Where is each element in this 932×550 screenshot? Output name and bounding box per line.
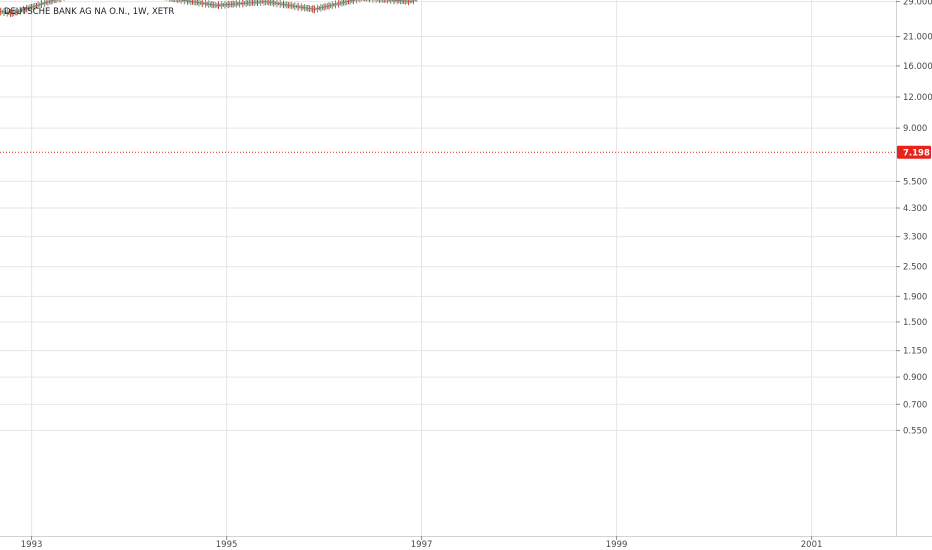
price-tick-label: 9.000 bbox=[903, 124, 927, 134]
time-tick-label: 1997 bbox=[411, 540, 433, 550]
last-price-value: 7.198 bbox=[903, 148, 930, 158]
price-tick-label: 1.500 bbox=[903, 318, 927, 328]
time-tick-label: 1993 bbox=[21, 540, 43, 550]
time-tick-label: 2001 bbox=[801, 540, 823, 550]
price-tick-label: 3.300 bbox=[903, 233, 927, 243]
time-tick-label: 1999 bbox=[606, 540, 628, 550]
series-line-0 bbox=[0, 0, 415, 14]
price-axis[interactable]: 320.000240.000180.000140.000110.00086.00… bbox=[896, 0, 932, 436]
price-tick-label: 0.700 bbox=[903, 400, 927, 410]
price-tick-label: 12.000 bbox=[903, 93, 932, 103]
price-tick-label: 16.000 bbox=[903, 62, 932, 72]
price-tick-label: 29.000 bbox=[903, 0, 932, 8]
price-tick-label: 21.000 bbox=[903, 32, 932, 42]
chart-title: DEUTSCHE BANK AG NA O.N., 1W, XETR bbox=[4, 7, 174, 17]
last-price-badge bbox=[897, 145, 931, 159]
series-layer bbox=[0, 0, 418, 17]
last-price-label: 7.198 bbox=[897, 145, 931, 159]
price-tick-label: 1.150 bbox=[903, 347, 927, 357]
time-axis[interactable]: 1991199319951997199920012003200520072009… bbox=[0, 536, 932, 550]
price-tick-label: 1.900 bbox=[903, 292, 927, 302]
price-tick-label: 4.300 bbox=[903, 204, 927, 214]
price-tick-label: 0.900 bbox=[903, 373, 927, 383]
price-tick-label: 2.500 bbox=[903, 263, 927, 273]
price-tick-label: 0.550 bbox=[903, 426, 927, 436]
grid bbox=[0, 0, 896, 536]
time-tick-label: 1995 bbox=[216, 540, 238, 550]
price-tick-label: 5.500 bbox=[903, 177, 927, 187]
